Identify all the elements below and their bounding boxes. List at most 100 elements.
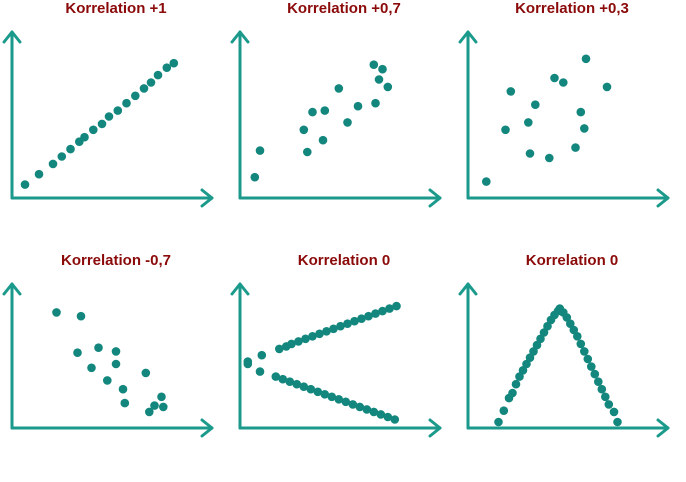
data-point bbox=[385, 304, 394, 313]
data-point bbox=[531, 100, 540, 109]
data-point bbox=[613, 417, 622, 427]
data-point bbox=[320, 106, 330, 115]
data-point bbox=[52, 308, 61, 317]
data-point bbox=[522, 359, 531, 369]
data-point bbox=[378, 64, 387, 74]
data-point bbox=[318, 135, 328, 145]
data-point bbox=[609, 407, 619, 417]
data-point bbox=[308, 107, 317, 117]
data-point bbox=[122, 98, 131, 108]
data-point bbox=[511, 379, 521, 389]
data-point bbox=[20, 180, 30, 189]
data-point bbox=[139, 84, 149, 93]
data-point bbox=[315, 329, 324, 339]
data-point bbox=[383, 412, 393, 422]
scatter-plot bbox=[230, 282, 442, 438]
data-point bbox=[294, 337, 303, 346]
data-point bbox=[571, 143, 580, 152]
chart-title: Korrelation 0 bbox=[525, 252, 619, 269]
data-point bbox=[539, 328, 549, 337]
data-point bbox=[383, 82, 393, 92]
data-point bbox=[353, 101, 363, 111]
scatter-plot bbox=[2, 30, 214, 208]
data-point bbox=[271, 372, 281, 381]
chart-title: Korrelation +0,3 bbox=[515, 0, 629, 17]
chart-title: Korrelation +1 bbox=[65, 0, 167, 17]
data-point bbox=[524, 118, 533, 127]
x-axis-arrow bbox=[428, 418, 442, 438]
data-point bbox=[355, 402, 365, 412]
scatter-plot bbox=[458, 282, 670, 438]
data-point bbox=[580, 347, 589, 356]
data-point bbox=[103, 376, 112, 385]
data-point bbox=[390, 415, 400, 424]
data-point bbox=[80, 132, 89, 142]
data-point bbox=[583, 354, 593, 364]
data-point bbox=[364, 311, 373, 321]
data-point bbox=[369, 407, 379, 417]
data-point bbox=[374, 75, 384, 84]
data-point bbox=[371, 309, 380, 318]
data-point bbox=[569, 325, 579, 335]
data-point bbox=[369, 60, 379, 69]
data-point bbox=[322, 327, 331, 336]
data-point bbox=[243, 357, 253, 366]
data-point bbox=[587, 362, 596, 371]
data-point bbox=[350, 316, 359, 326]
data-point bbox=[348, 400, 358, 409]
data-point bbox=[131, 91, 140, 101]
data-point bbox=[536, 334, 545, 344]
y-axis-arrow bbox=[2, 282, 22, 296]
data-point bbox=[141, 368, 151, 378]
data-point bbox=[597, 384, 607, 394]
data-point bbox=[329, 324, 338, 334]
y-axis-arrow bbox=[2, 30, 22, 44]
data-point bbox=[287, 339, 296, 349]
x-axis-arrow bbox=[200, 418, 214, 438]
chart-title: Korrelation +0,7 bbox=[287, 0, 401, 17]
scatter-plot bbox=[458, 30, 670, 208]
data-point bbox=[57, 152, 67, 161]
data-point bbox=[515, 372, 524, 381]
scatter-plot bbox=[230, 30, 442, 208]
data-point bbox=[392, 301, 401, 311]
data-point bbox=[581, 54, 591, 64]
data-point bbox=[111, 359, 121, 369]
scatter-plot bbox=[2, 282, 214, 438]
y-axis-arrow bbox=[458, 282, 478, 296]
data-point bbox=[255, 146, 265, 155]
data-point bbox=[566, 319, 575, 328]
data-point bbox=[604, 400, 614, 409]
data-point bbox=[529, 347, 538, 356]
data-point bbox=[559, 78, 568, 87]
data-point bbox=[327, 392, 337, 402]
data-point bbox=[159, 402, 168, 412]
data-point bbox=[104, 112, 114, 121]
data-point bbox=[308, 332, 317, 341]
data-point bbox=[573, 332, 582, 341]
data-point bbox=[118, 384, 128, 394]
data-point bbox=[320, 390, 330, 399]
data-point bbox=[113, 106, 123, 115]
data-point bbox=[532, 340, 542, 350]
data-point bbox=[150, 401, 159, 410]
data-point bbox=[120, 398, 130, 408]
data-point bbox=[576, 339, 586, 349]
x-axis-arrow bbox=[656, 418, 670, 438]
data-point bbox=[157, 392, 166, 402]
data-point bbox=[87, 363, 96, 373]
data-point bbox=[494, 417, 503, 427]
data-point bbox=[334, 395, 344, 404]
data-point bbox=[146, 78, 156, 87]
data-point bbox=[313, 387, 323, 397]
data-point bbox=[602, 82, 612, 92]
scatter-panel-3: Korrelation +0,3 bbox=[458, 0, 686, 230]
data-point bbox=[285, 377, 295, 386]
data-point bbox=[48, 159, 58, 169]
data-point bbox=[34, 169, 44, 179]
data-point bbox=[301, 334, 310, 344]
data-point bbox=[341, 397, 351, 407]
data-point bbox=[499, 406, 509, 415]
data-point bbox=[73, 348, 82, 357]
data-point bbox=[362, 405, 372, 414]
